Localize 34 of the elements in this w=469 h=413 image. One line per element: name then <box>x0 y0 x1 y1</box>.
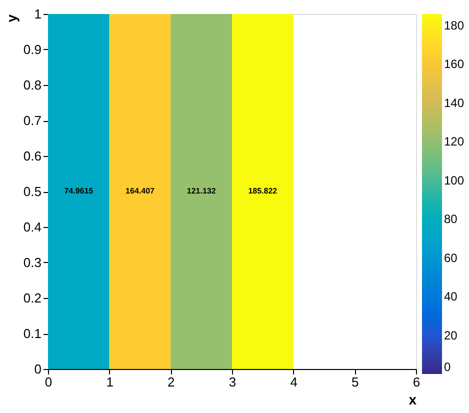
x-tick-label: 0 <box>44 374 52 390</box>
color-bar-label: 40 <box>444 290 458 304</box>
x-tick-label: 1 <box>106 374 114 390</box>
data-label: 185.822 <box>248 186 278 196</box>
data-label: 121.132 <box>186 186 216 196</box>
color-bar-label: 100 <box>444 173 464 188</box>
color-bar-label: 60 <box>444 250 458 265</box>
y-tick-label: 0.6 <box>23 148 42 164</box>
color-bar-label: 140 <box>444 96 464 110</box>
color-bar-label: 20 <box>444 328 458 342</box>
x-tick-label: 6 <box>412 374 420 390</box>
y-tick-label: 1 <box>34 6 42 22</box>
y-tick-label: 0.1 <box>23 326 42 341</box>
y-tick-label: 0.4 <box>23 220 42 234</box>
x-tick-label: 3 <box>228 374 236 390</box>
color-bar-label: 160 <box>444 57 464 72</box>
y-tick-label: 0.3 <box>23 255 42 270</box>
y-tick-label: 0 <box>34 362 42 376</box>
x-axis-title: x <box>408 392 417 408</box>
x-tick-label: 2 <box>168 374 175 390</box>
data-label: 74.9615 <box>64 186 94 196</box>
y-axis-title: y <box>3 14 20 22</box>
color-bar-label: 80 <box>444 212 458 226</box>
x-tick-label: 4 <box>290 374 298 390</box>
y-tick-label: 0.8 <box>23 78 42 92</box>
data-label: 164.407 <box>126 186 156 196</box>
color-bar-label: 180 <box>444 18 464 32</box>
y-tick-label: 0.9 <box>23 42 42 57</box>
x-tick-label: 5 <box>352 374 359 390</box>
y-tick-label: 0.2 <box>23 290 42 306</box>
y-tick-label: 0.7 <box>23 113 42 128</box>
y-tick-label: 0.5 <box>23 184 42 199</box>
color-bar-label: 0 <box>444 360 451 374</box>
color-bar-label: 120 <box>444 134 464 149</box>
